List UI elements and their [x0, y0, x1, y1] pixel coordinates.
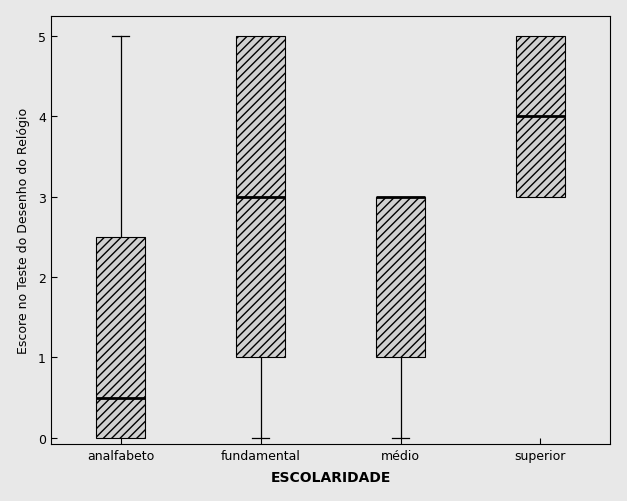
X-axis label: ESCOLARIDADE: ESCOLARIDADE: [270, 470, 391, 484]
Y-axis label: Escore no Teste do Desenho do Relógio: Escore no Teste do Desenho do Relógio: [17, 108, 29, 353]
Bar: [376, 197, 425, 358]
Bar: [97, 237, 145, 438]
Bar: [516, 37, 565, 197]
Bar: [236, 37, 285, 358]
